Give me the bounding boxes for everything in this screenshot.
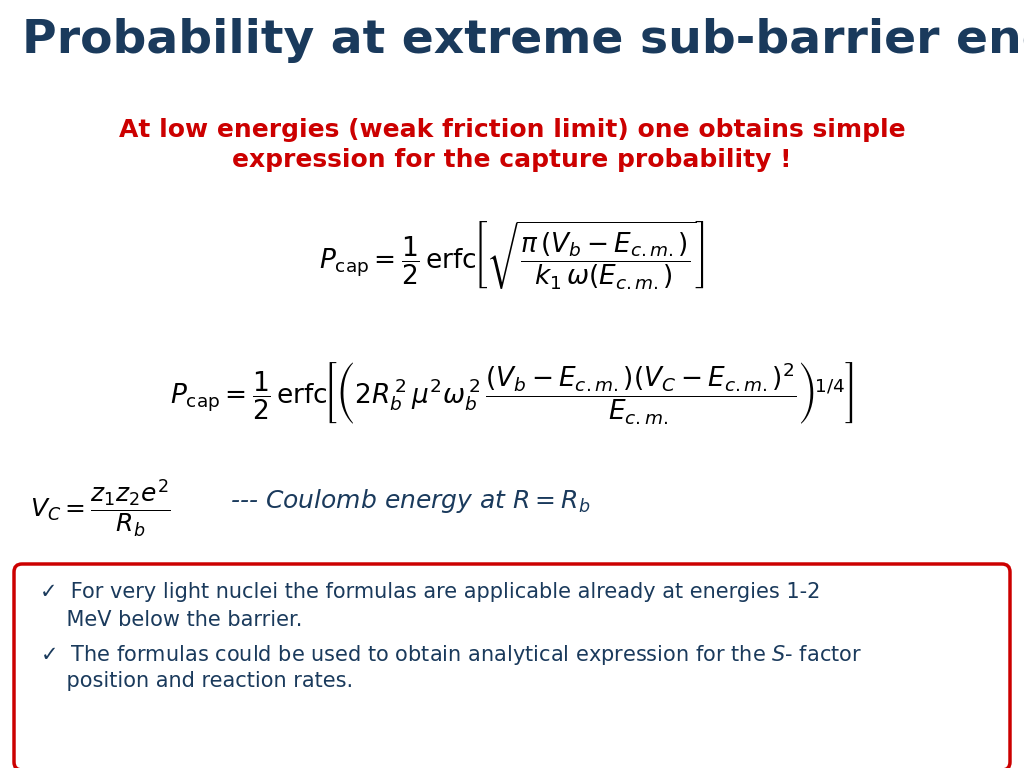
Text: $P_{\mathrm{cap}} = \dfrac{1}{2}\,\mathrm{erfc}\!\left[\left(2R_b^{\,2}\,\mu^2\o: $P_{\mathrm{cap}} = \dfrac{1}{2}\,\mathr… — [170, 360, 854, 426]
Text: $P_{\mathrm{cap}} = \dfrac{1}{2}\,\mathrm{erfc}\!\left[\sqrt{\dfrac{\pi\,(V_b - : $P_{\mathrm{cap}} = \dfrac{1}{2}\,\mathr… — [319, 218, 705, 292]
Text: At low energies (weak friction limit) one obtains simple: At low energies (weak friction limit) on… — [119, 118, 905, 142]
Text: $V_C = \dfrac{z_1 z_2 e^2}{R_b}$: $V_C = \dfrac{z_1 z_2 e^2}{R_b}$ — [30, 478, 171, 539]
Text: ✓  The formulas could be used to obtain analytical expression for the $S$- facto: ✓ The formulas could be used to obtain a… — [40, 643, 862, 667]
Text: MeV below the barrier.: MeV below the barrier. — [40, 610, 302, 630]
Text: --- Coulomb energy at $R=R_b$: --- Coulomb energy at $R=R_b$ — [230, 487, 590, 515]
Text: ✓  For very light nuclei the formulas are applicable already at energies 1-2: ✓ For very light nuclei the formulas are… — [40, 582, 820, 602]
Text: Probability at extreme sub-barrier energies: Probability at extreme sub-barrier energ… — [22, 18, 1024, 63]
Text: position and reaction rates.: position and reaction rates. — [40, 671, 353, 691]
Text: expression for the capture probability !: expression for the capture probability ! — [232, 148, 792, 172]
FancyBboxPatch shape — [14, 564, 1010, 768]
